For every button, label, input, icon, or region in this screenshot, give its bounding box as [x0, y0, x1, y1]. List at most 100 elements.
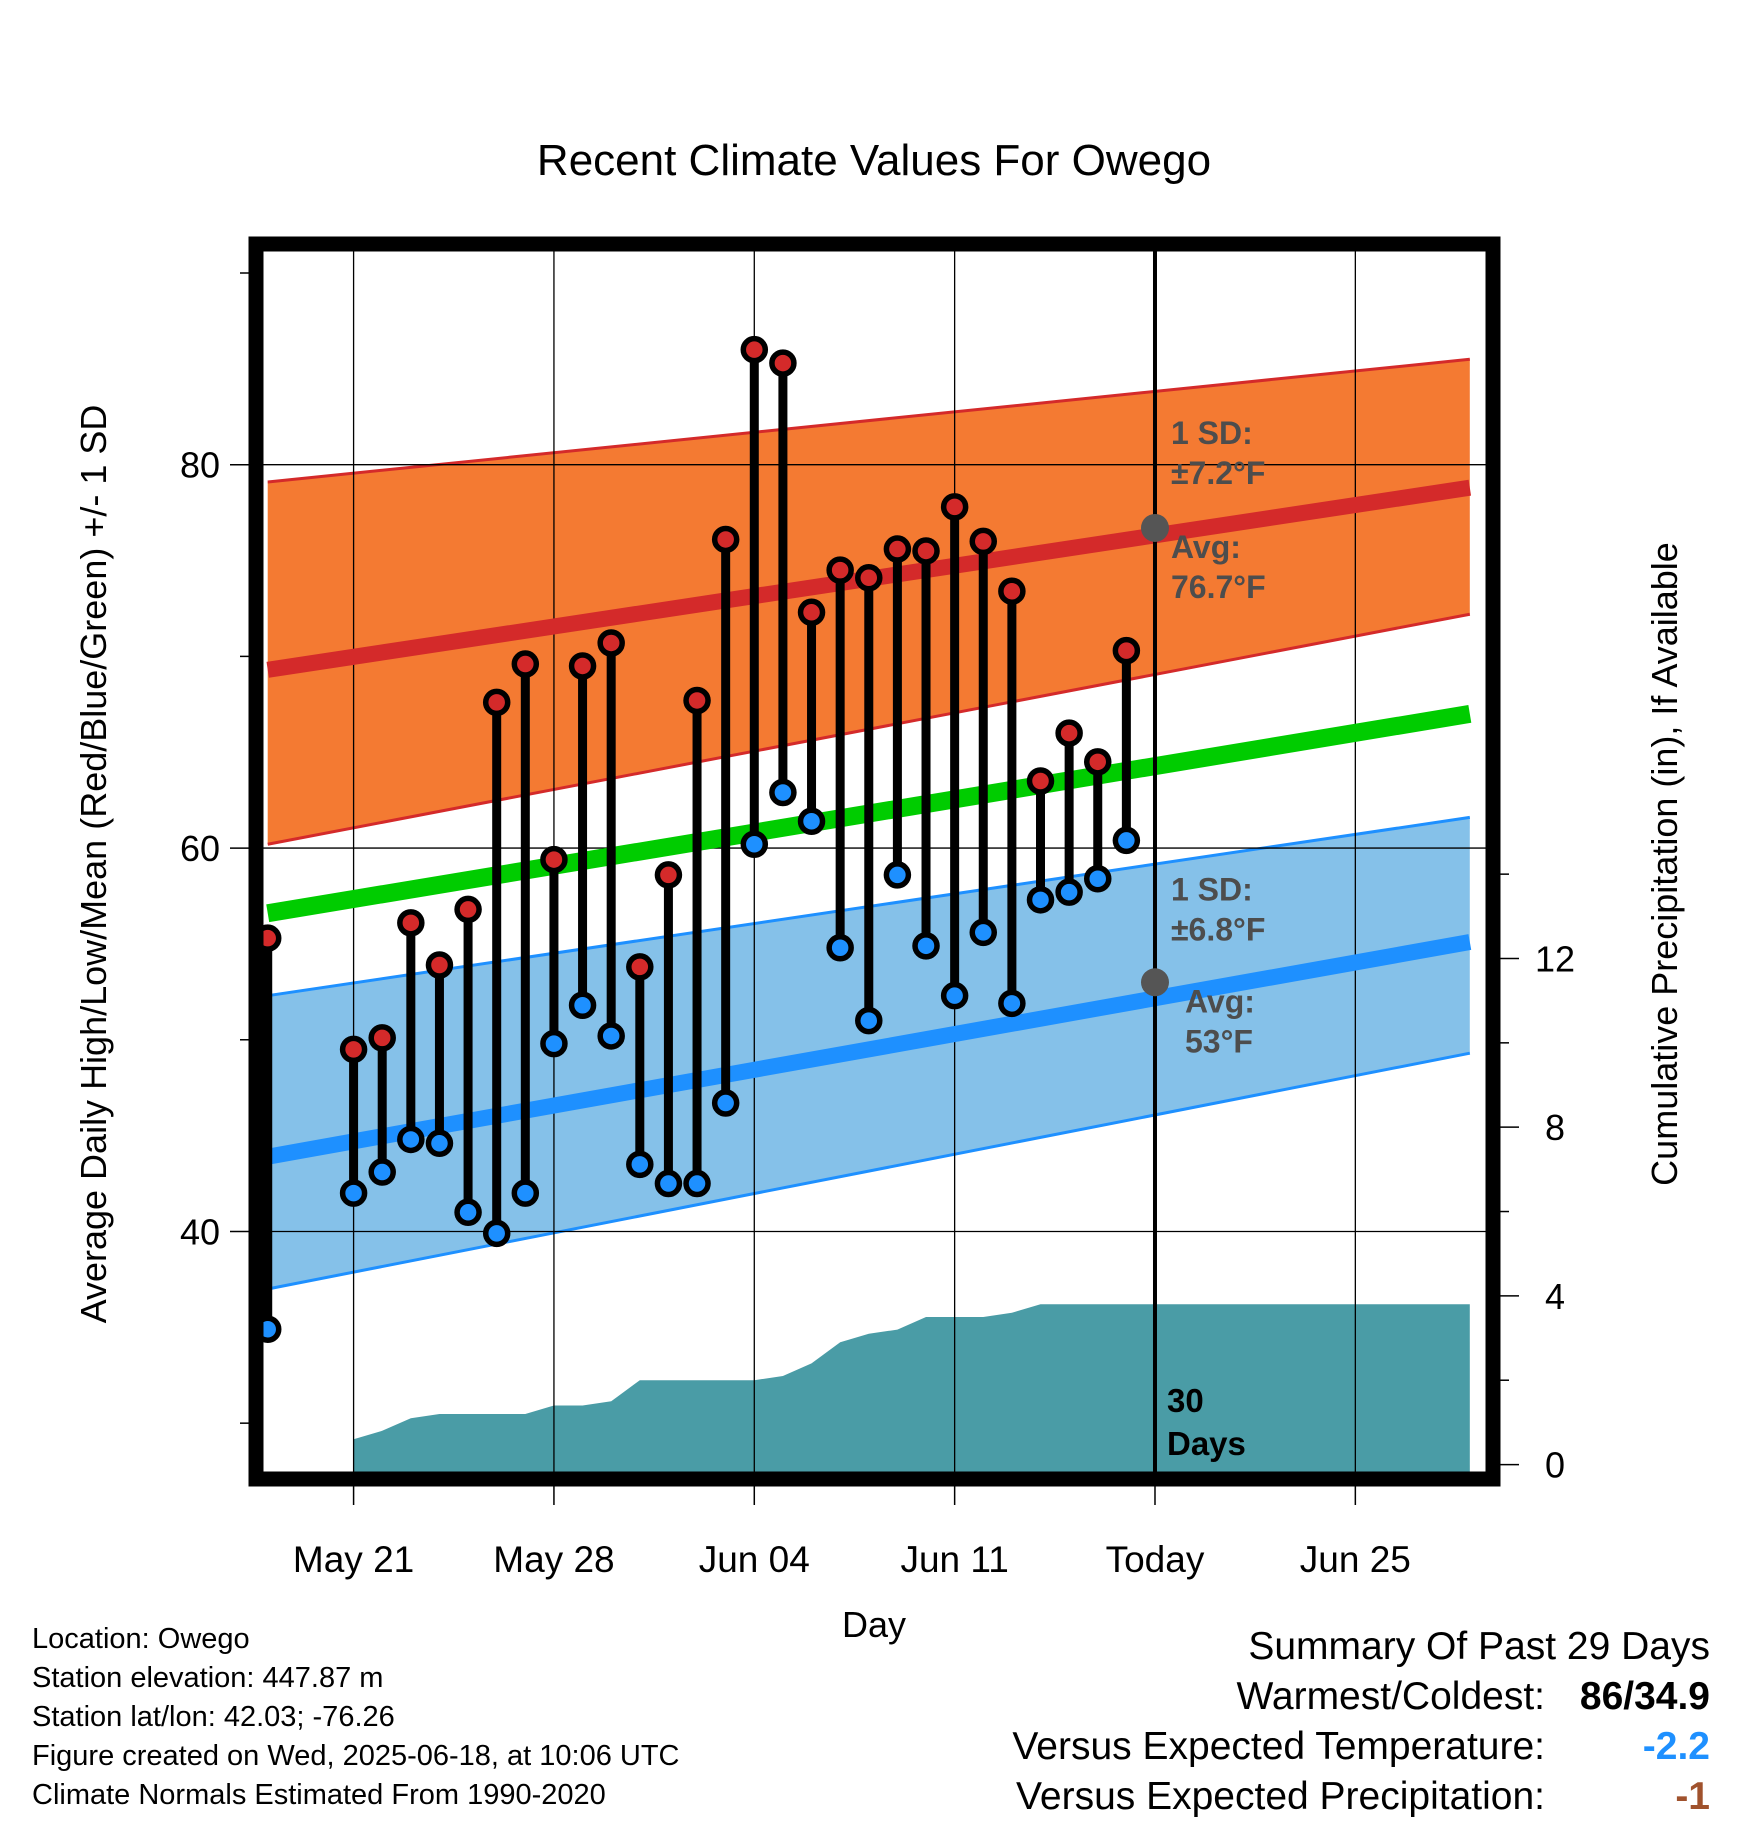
high-point: [969, 527, 998, 556]
low-point: [826, 934, 854, 962]
y-tick-label: 80: [180, 445, 220, 486]
y-tick-label: 60: [180, 828, 220, 869]
elevation-text: Station elevation: 447.87 m: [32, 1662, 384, 1694]
x-tick-label: Jun 11: [900, 1539, 1008, 1580]
summary-panel: Summary Of Past 29 Days Warmest/Coldest:…: [1012, 1622, 1710, 1822]
high-point: [769, 349, 797, 377]
y2-tick-label: 12: [1535, 938, 1575, 979]
x-tick-label: Jun 04: [699, 1539, 810, 1580]
temp-label: Versus Expected Temperature:: [1012, 1725, 1545, 1768]
temp-value: -2.2: [1642, 1725, 1710, 1768]
x-axis-label: Day: [842, 1604, 906, 1645]
station-info: Location: Owego Station elevation: 447.8…: [32, 1620, 680, 1815]
low-point: [339, 1179, 368, 1207]
low-point: [1083, 865, 1112, 893]
high-point: [626, 953, 654, 981]
axis-ticks: 40 60 80 0 4 8 12 May 21 May 28 Jun 04 Jun 11 Today…: [180, 272, 1575, 1580]
low-sd-annotation: 1 SD: ±6.8°F: [1171, 871, 1265, 947]
location-text: Location: Owego: [32, 1623, 250, 1655]
low-point: [454, 1198, 482, 1227]
high-point: [998, 577, 1026, 605]
low-point: [969, 918, 998, 947]
high-point: [940, 493, 969, 521]
high-point: [368, 1024, 396, 1052]
low-point: [568, 991, 597, 1020]
high-point: [511, 650, 540, 678]
axes-frame: [248, 236, 1501, 1487]
y2-tick-label: 0: [1545, 1445, 1565, 1486]
high-point: [1112, 636, 1141, 665]
high-point: [883, 535, 912, 563]
low-point: [940, 981, 969, 1010]
latlon-text: Station lat/lon: 42.03; -76.26: [32, 1701, 395, 1733]
low-point: [654, 1169, 683, 1198]
high-point: [482, 688, 511, 717]
low-point: [597, 1022, 625, 1050]
x-tick-label: Today: [1106, 1539, 1205, 1580]
high-point: [711, 525, 740, 554]
y-axis-label: Average Daily High/Low/Mean (Red/Blue/Gr…: [73, 405, 114, 1324]
low-point: [626, 1150, 654, 1179]
x-tick-label: Jun 25: [1300, 1539, 1411, 1580]
low-point: [1055, 878, 1083, 906]
high-point: [740, 335, 769, 364]
days-window-label: 30 Days: [1167, 1382, 1246, 1462]
high-point: [1083, 748, 1112, 776]
low-point: [482, 1219, 511, 1248]
warmest-value: 86/34.9: [1579, 1675, 1710, 1718]
high-point: [855, 564, 883, 592]
high-point: [425, 951, 454, 979]
annotations: 1 SD: ±7.2°F Avg: 76.7°F 1 SD: ±6.8°F Avg: 53°F…: [1140, 415, 1266, 1462]
high-point: [826, 556, 854, 584]
high-avg-annotation: Avg: 76.7°F: [1171, 529, 1266, 605]
high-point: [540, 845, 568, 874]
x-tick-label: May 28: [493, 1539, 614, 1580]
high-point: [568, 652, 597, 680]
precip-value: -1: [1675, 1775, 1710, 1818]
low-point: [262, 1315, 282, 1343]
high-point: [597, 629, 625, 657]
high-point: [797, 598, 826, 627]
low-avg-annotation: Avg: 53°F: [1185, 983, 1255, 1059]
summary-warmest-row: Warmest/Coldest: 86/34.9: [1012, 1672, 1710, 1722]
low-point: [1112, 826, 1141, 855]
low-point: [425, 1129, 454, 1158]
low-point: [998, 989, 1026, 1018]
y2-axis-label: Cumulative Precipitation (in), If Availa…: [1644, 542, 1685, 1186]
low-point: [797, 807, 826, 835]
summary-precip-row: Versus Expected Precipitation: -1: [1012, 1772, 1710, 1822]
low-point: [883, 861, 912, 889]
high-point: [454, 895, 482, 924]
today-high-avg-marker: [1140, 513, 1169, 542]
summary-heading: Summary Of Past 29 Days: [1248, 1625, 1710, 1668]
low-point: [368, 1158, 396, 1186]
plot-frame: [248, 236, 1501, 1487]
low-point: [1026, 886, 1055, 914]
high-sd-band-upper-edge: [267, 357, 1470, 484]
high-point: [654, 861, 683, 889]
low-point: [540, 1029, 568, 1058]
high-point: [262, 924, 282, 952]
high-point: [1026, 767, 1055, 795]
low-point: [711, 1089, 740, 1117]
chart-title: Recent Climate Values For Owego: [537, 136, 1211, 185]
low-point: [683, 1169, 711, 1198]
low-point: [511, 1179, 540, 1207]
low-point: [769, 778, 797, 807]
high-point: [683, 686, 711, 715]
low-point: [855, 1006, 883, 1035]
low-point: [740, 830, 769, 858]
today-low-avg-marker: [1140, 968, 1169, 997]
plot-area: [262, 250, 1487, 1473]
high-point: [1055, 719, 1083, 747]
normals-text: Climate Normals Estimated From 1990-2020: [32, 1779, 606, 1811]
y2-tick-label: 8: [1545, 1107, 1565, 1148]
created-text: Figure created on Wed, 2025-06-18, at 10…: [32, 1740, 680, 1772]
high-point: [339, 1035, 368, 1064]
warmest-label: Warmest/Coldest:: [1236, 1675, 1545, 1718]
precip-area: [353, 1304, 1470, 1473]
low-sd-band-lower-edge: [267, 1051, 1471, 1291]
low-point: [397, 1125, 425, 1154]
low-point: [912, 932, 940, 960]
